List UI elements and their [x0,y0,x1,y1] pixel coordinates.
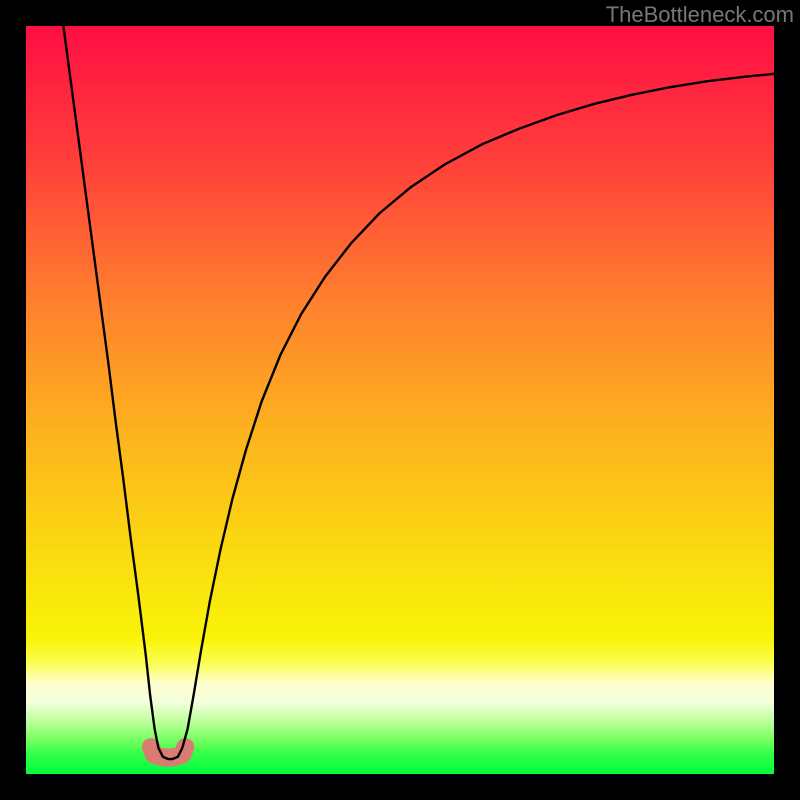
chart-frame: TheBottleneck.com [0,0,800,800]
watermark-text: TheBottleneck.com [606,2,794,28]
plot-area [26,26,774,774]
chart-svg [26,26,774,774]
plot-background [26,26,774,774]
